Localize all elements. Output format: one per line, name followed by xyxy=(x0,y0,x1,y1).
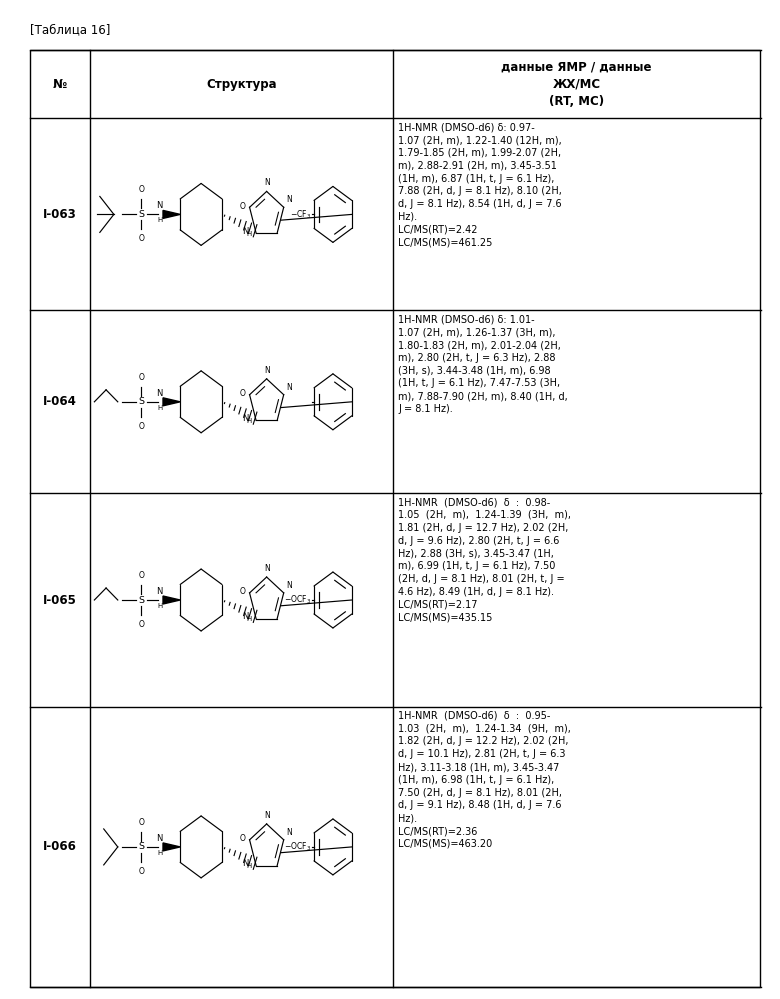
Text: 1H-NMR  (DMSO-d6)  δ  :  0.98-
1.05  (2H,  m),  1.24-1.39  (3H,  m),
1.81 (2H, d: 1H-NMR (DMSO-d6) δ : 0.98- 1.05 (2H, m),… xyxy=(399,498,571,622)
Text: N: N xyxy=(264,811,270,820)
Text: [Таблица 16]: [Таблица 16] xyxy=(30,23,110,36)
Text: N: N xyxy=(286,828,292,837)
Text: I-066: I-066 xyxy=(43,840,76,853)
Text: I-065: I-065 xyxy=(43,593,76,606)
Text: 1H-NMR  (DMSO-d6)  δ  :  0.95-
1.03  (2H,  m),  1.24-1.34  (9H,  m),
1.82 (2H, d: 1H-NMR (DMSO-d6) δ : 0.95- 1.03 (2H, m),… xyxy=(399,711,571,849)
Polygon shape xyxy=(163,843,180,851)
Polygon shape xyxy=(163,211,180,219)
Text: N: N xyxy=(156,834,162,843)
Text: N: N xyxy=(156,389,162,398)
Text: I-064: I-064 xyxy=(43,396,76,409)
Text: O: O xyxy=(138,620,144,629)
Text: S: S xyxy=(138,210,144,219)
Text: N: N xyxy=(286,383,292,392)
Polygon shape xyxy=(163,596,180,604)
Text: O: O xyxy=(239,834,246,843)
Text: Структура: Структура xyxy=(206,78,277,91)
Text: N: N xyxy=(264,564,270,573)
Text: N: N xyxy=(242,227,249,236)
Text: $-$OCF$_3$: $-$OCF$_3$ xyxy=(285,841,312,853)
Text: O: O xyxy=(138,373,144,382)
Text: O: O xyxy=(138,818,144,827)
Polygon shape xyxy=(163,398,180,406)
Text: N: N xyxy=(286,196,292,205)
Text: N: N xyxy=(156,587,162,596)
Text: H: H xyxy=(246,419,252,425)
Text: N: N xyxy=(242,612,249,621)
Text: №: № xyxy=(52,78,66,91)
Text: O: O xyxy=(138,186,144,195)
Text: H: H xyxy=(246,231,252,237)
Text: I-063: I-063 xyxy=(43,208,76,221)
Text: $-$CF$_3$: $-$CF$_3$ xyxy=(290,208,312,221)
Text: $-$OCF$_3$: $-$OCF$_3$ xyxy=(285,593,312,606)
Text: O: O xyxy=(239,587,246,596)
Text: H: H xyxy=(157,405,162,411)
Text: N: N xyxy=(286,580,292,589)
Text: N: N xyxy=(242,859,249,868)
Text: N: N xyxy=(264,366,270,375)
Text: O: O xyxy=(138,235,144,244)
Text: S: S xyxy=(138,595,144,604)
Text: 1H-NMR (DMSO-d6) δ: 1.01-
1.07 (2H, m), 1.26-1.37 (3H, m),
1.80-1.83 (2H, m), 2.: 1H-NMR (DMSO-d6) δ: 1.01- 1.07 (2H, m), … xyxy=(399,315,568,414)
Text: S: S xyxy=(138,398,144,407)
Text: H: H xyxy=(157,850,162,856)
Text: H: H xyxy=(157,218,162,224)
Text: 1H-NMR (DMSO-d6) δ: 0.97-
1.07 (2H, m), 1.22-1.40 (12H, m),
1.79-1.85 (2H, m), 1: 1H-NMR (DMSO-d6) δ: 0.97- 1.07 (2H, m), … xyxy=(399,122,562,248)
Text: N: N xyxy=(264,179,270,188)
Text: O: O xyxy=(138,867,144,876)
Text: S: S xyxy=(138,842,144,851)
Text: H: H xyxy=(246,863,252,869)
Text: данные ЯМР / данные
ЖХ/МС
(RT, МС): данные ЯМР / данные ЖХ/МС (RT, МС) xyxy=(502,61,652,108)
Text: H: H xyxy=(246,616,252,622)
Text: O: O xyxy=(138,571,144,580)
Text: N: N xyxy=(156,202,162,211)
Text: O: O xyxy=(239,390,246,399)
Text: H: H xyxy=(157,603,162,609)
Text: O: O xyxy=(138,422,144,431)
Text: N: N xyxy=(242,415,249,424)
Text: O: O xyxy=(239,202,246,211)
